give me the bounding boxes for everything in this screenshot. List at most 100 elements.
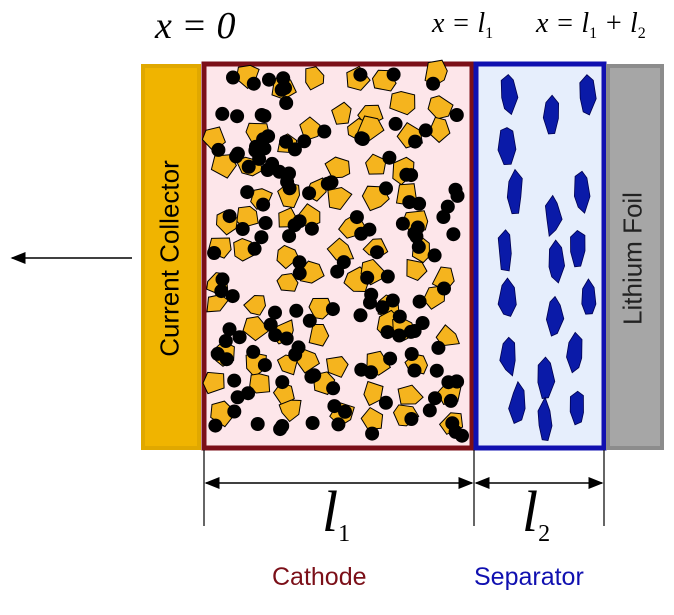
- separator-particle: [569, 390, 584, 426]
- carbon-particle: [327, 399, 342, 414]
- carbon-particle: [287, 218, 302, 233]
- carbon-particle: [227, 373, 242, 388]
- carbon-particle: [250, 417, 265, 431]
- carbon-particle: [247, 241, 262, 256]
- carbon-particle: [404, 347, 419, 361]
- carbon-particle: [246, 76, 261, 91]
- carbon-particle: [275, 375, 290, 390]
- separator-particle: [506, 168, 523, 215]
- carbon-particle: [207, 246, 222, 260]
- active-material-particle: [326, 237, 355, 261]
- carbon-particle: [261, 129, 276, 144]
- carbon-particle: [326, 381, 341, 396]
- active-material-particle: [305, 66, 325, 91]
- carbon-particle: [246, 344, 261, 359]
- separator-particle: [545, 295, 565, 337]
- carbon-particle: [443, 393, 458, 408]
- carbon-particle: [279, 134, 293, 149]
- carbon-particle: [279, 96, 294, 110]
- carbon-particle: [292, 255, 307, 270]
- active-material-particle: [202, 371, 225, 395]
- carbon-particle: [304, 221, 319, 236]
- active-material-particle: [327, 186, 353, 211]
- carbon-particle: [278, 80, 292, 95]
- separator-particle: [499, 336, 516, 377]
- dimension-label-l1: l1: [322, 479, 351, 547]
- cathode-particles: [201, 59, 469, 443]
- active-material-particle: [308, 324, 330, 347]
- active-material-particle: [325, 356, 349, 378]
- position-label-x-l1: x = l1: [432, 8, 494, 42]
- carbon-particle: [395, 216, 410, 231]
- active-material-particle: [233, 237, 255, 262]
- carbon-particle: [254, 108, 269, 122]
- carbon-particle: [256, 197, 271, 212]
- carbon-particle: [355, 132, 370, 146]
- carbon-particle: [392, 309, 407, 324]
- carbon-particle: [279, 331, 294, 346]
- carbon-particle: [429, 363, 444, 378]
- carbon-particle: [336, 255, 351, 270]
- carbon-particle: [404, 412, 419, 426]
- carbon-particle: [353, 308, 368, 323]
- carbon-particle: [258, 216, 273, 230]
- carbon-particle: [210, 346, 225, 361]
- carbon-particle: [222, 209, 237, 224]
- carbon-particle: [354, 226, 369, 241]
- current-collector: [141, 64, 201, 450]
- carbon-particle: [380, 269, 395, 284]
- carbon-particle: [365, 426, 380, 441]
- active-material-particle: [435, 324, 460, 347]
- carbon-particle: [302, 186, 317, 201]
- carbon-particle: [407, 363, 422, 378]
- carbon-particle: [428, 391, 442, 406]
- carbon-particle: [431, 340, 446, 355]
- current-collector-label: Current Collector: [154, 160, 185, 357]
- active-material-particle: [278, 399, 302, 423]
- dimension-label-l2: l2: [522, 479, 551, 547]
- carbon-particle: [399, 167, 414, 182]
- separator-particle: [544, 194, 563, 238]
- position-label-x0: x = 0: [155, 5, 236, 47]
- carbon-particle: [411, 239, 426, 254]
- carbon-particle: [354, 362, 369, 377]
- carbon-particle: [370, 245, 384, 260]
- carbon-particle: [268, 328, 283, 343]
- carbon-particle: [363, 295, 377, 310]
- active-material-particle: [243, 294, 267, 316]
- separator-particle: [579, 74, 597, 116]
- carbon-particle: [297, 134, 312, 149]
- carbon-particle: [218, 334, 233, 348]
- carbon-particle: [353, 67, 368, 82]
- carbon-particle: [260, 163, 275, 177]
- carbon-particle: [385, 293, 400, 308]
- carbon-particle: [241, 159, 256, 174]
- separator-particle: [508, 380, 526, 424]
- separator-label: Separator: [474, 563, 584, 591]
- carbon-particle: [440, 199, 455, 214]
- carbon-particle: [383, 351, 398, 366]
- carbon-particle: [273, 422, 288, 437]
- carbon-particle: [282, 181, 297, 196]
- carbon-particle: [257, 358, 272, 373]
- carbon-particle: [268, 305, 282, 320]
- separator-particle: [566, 331, 583, 374]
- carbon-particle: [427, 248, 442, 263]
- active-material-particle: [331, 101, 352, 125]
- carbon-particle: [241, 386, 256, 401]
- separator-particle: [500, 74, 519, 116]
- carbon-particle: [418, 123, 433, 138]
- carbon-particle: [230, 109, 245, 124]
- carbon-particle: [360, 270, 375, 285]
- active-material-particle: [308, 297, 334, 320]
- separator-particle: [497, 229, 512, 272]
- separator-particle: [537, 396, 553, 441]
- carbon-particle: [252, 151, 267, 166]
- carbon-particle: [222, 322, 237, 337]
- carbon-particle: [422, 403, 437, 418]
- carbon-particle: [412, 294, 427, 309]
- carbon-particle: [225, 289, 240, 304]
- carbon-particle: [305, 416, 320, 430]
- carbon-particle: [448, 182, 463, 197]
